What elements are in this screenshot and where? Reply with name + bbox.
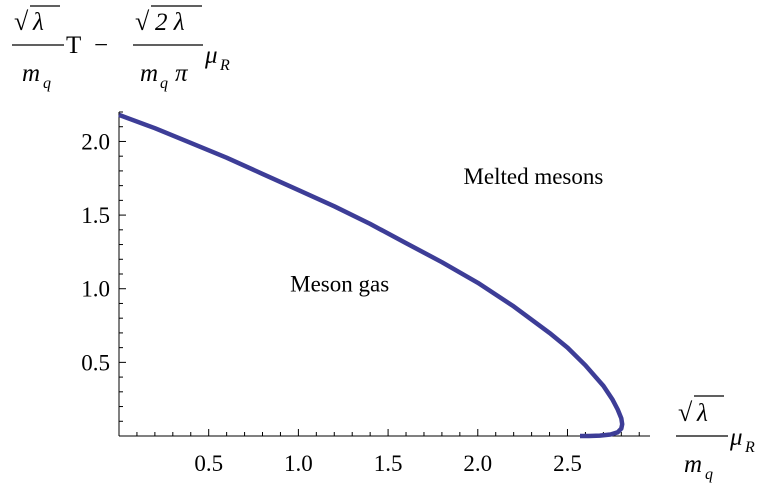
x-denominator: m <box>684 451 702 478</box>
y-tick-label: 1.0 <box>81 277 110 302</box>
y-numerator-2: 2 λ <box>155 9 185 36</box>
y-axis-label: √ λ m q T − √ 2 λ m q π μ R <box>12 5 230 92</box>
x-axis-label: √ λ m q μ R <box>676 395 755 483</box>
tick-labels: 0.5 1.0 1.5 2.0 2.5 0.5 1.0 1.5 2.0 <box>81 129 582 476</box>
y-sqrt-symbol-1: √ <box>14 7 29 36</box>
x-denominator-sub: q <box>705 466 713 483</box>
y-tick-label: 2.0 <box>81 129 110 154</box>
phase-boundary-curve <box>118 112 625 439</box>
meson-gas-label: Meson gas <box>290 272 389 297</box>
x-factor-mu: μ <box>729 424 743 451</box>
x-sqrt-symbol: √ <box>678 398 693 427</box>
x-tick-label: 1.0 <box>284 451 313 476</box>
x-numerator: λ <box>696 400 708 427</box>
y-factor-mu: μ <box>204 42 218 69</box>
y-numerator-1: λ <box>32 9 44 36</box>
x-tick-label: 0.5 <box>194 451 223 476</box>
y-factor-T: T <box>66 32 81 59</box>
x-tick-label: 2.5 <box>553 451 582 476</box>
y-denominator-sub-2: q <box>160 75 168 92</box>
axis-ticks <box>119 111 640 436</box>
y-tick-label: 0.5 <box>81 350 110 375</box>
y-minus-sign: − <box>94 32 108 59</box>
y-denominator-pi: π <box>175 60 189 87</box>
y-factor-mu-sub: R <box>219 57 230 74</box>
y-denominator-sub-1: q <box>43 75 51 92</box>
x-tick-label: 1.5 <box>374 451 403 476</box>
x-tick-label: 2.0 <box>463 451 492 476</box>
y-sqrt-symbol-2: √ <box>135 7 150 36</box>
melted-mesons-label: Melted mesons <box>463 164 603 189</box>
x-factor-mu-sub: R <box>744 439 755 456</box>
y-denominator-1: m <box>22 60 40 87</box>
y-tick-label: 1.5 <box>81 203 110 228</box>
y-denominator-2: m <box>140 60 158 87</box>
